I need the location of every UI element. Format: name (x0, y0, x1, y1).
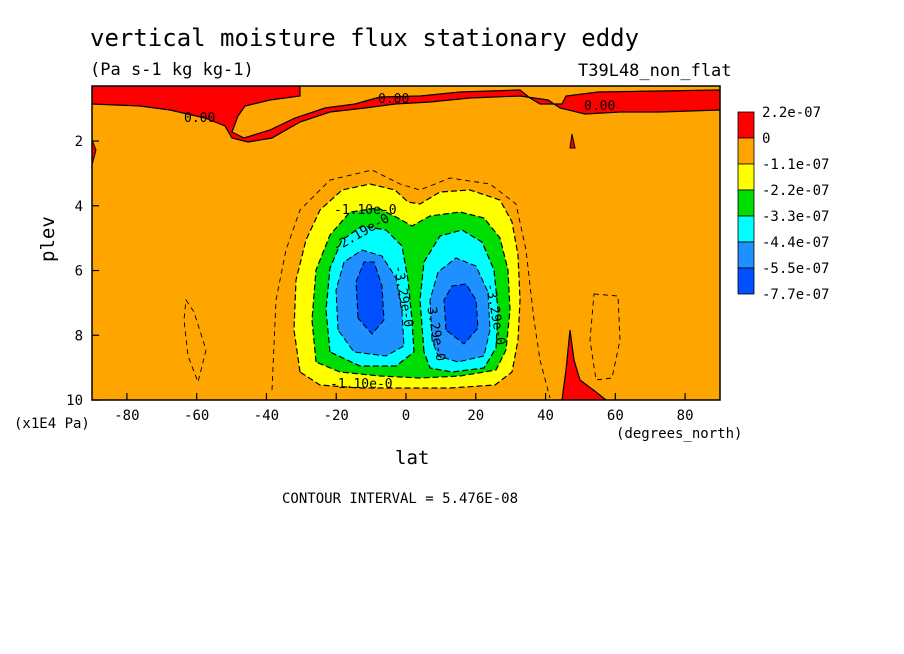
colorbar-label: 0 (762, 131, 770, 147)
x-tick-label: 0 (402, 408, 410, 424)
y-tick-label: 6 (75, 264, 83, 280)
dashed-contour-right-loop (589, 293, 621, 381)
x-tick-label: -20 (324, 408, 349, 424)
colorbar-label: -3.3e-07 (762, 209, 829, 225)
colorbar-label: 2.2e-07 (762, 105, 821, 121)
y-tick-label: 4 (75, 199, 83, 215)
contour-label: -1.10e-0 (334, 203, 397, 218)
x-tick-label: 20 (467, 408, 484, 424)
positive-region-upper-left (92, 86, 720, 143)
y-tick-label: 2 (75, 134, 83, 150)
contour-label: 0.00 (184, 111, 215, 126)
experiment-label: T39L48_non_flat (578, 61, 732, 81)
chart-subtitle: (Pa s-1 kg kg-1) (90, 60, 254, 80)
x-tick-label: -80 (114, 408, 139, 424)
colorbar-swatch (737, 111, 755, 139)
colorbar-label: -7.7e-07 (762, 287, 829, 303)
x-axis: -80 -60 -40 -20 0 20 40 60 80 (114, 393, 694, 424)
x-units-label: (degrees_north) (616, 426, 742, 442)
colorbar-swatch (737, 241, 755, 269)
plot-area: 0.00 0.00 0.00 -1.10e-0 -2.19e-0 -3.29e-… (91, 85, 721, 401)
colorbar-swatch (737, 189, 755, 217)
x-tick-label: -60 (184, 408, 209, 424)
y-axis-title: plev (37, 216, 59, 262)
colorbar-label: -5.5e-07 (762, 261, 829, 277)
contour-label: 0.00 (378, 92, 409, 107)
colorbar-label: -1.1e-07 (762, 157, 829, 173)
positive-sliver-left (92, 139, 97, 166)
colorbar-swatch (737, 267, 755, 295)
y-units-label: (x1E4 Pa) (14, 416, 90, 432)
contour-label: 0.00 (584, 99, 615, 114)
colorbar-label: -4.4e-07 (762, 235, 829, 251)
y-tick-label: 10 (66, 393, 83, 409)
x-tick-label: -40 (254, 408, 279, 424)
contour-label: -1.10e-0 (330, 377, 393, 392)
colorbar-label: -2.2e-07 (762, 183, 829, 199)
contour-interval-note: CONTOUR INTERVAL = 5.476E-08 (282, 491, 518, 507)
chart-title: vertical moisture flux stationary eddy (90, 24, 639, 52)
dashed-contour-outer (271, 169, 551, 399)
x-axis-title: lat (395, 447, 429, 469)
positive-region-surface-45N (561, 329, 607, 400)
colorbar-swatch (737, 137, 755, 165)
x-tick-label: 60 (607, 408, 624, 424)
x-tick-label: 80 (677, 408, 694, 424)
neg-core-south (355, 261, 385, 335)
x-tick-label: 40 (537, 408, 554, 424)
y-axis: 2 4 6 8 10 (66, 134, 99, 409)
colorbar-swatch (737, 215, 755, 243)
colorbar-swatch (737, 163, 755, 191)
colorbar: 2.2e-07 0 -1.1e-07 -2.2e-07 -3.3e-07 -4.4e-07… (737, 105, 829, 303)
neg-core-north (443, 283, 479, 345)
y-tick-label: 8 (75, 328, 83, 344)
positive-spike-45N (569, 133, 576, 149)
